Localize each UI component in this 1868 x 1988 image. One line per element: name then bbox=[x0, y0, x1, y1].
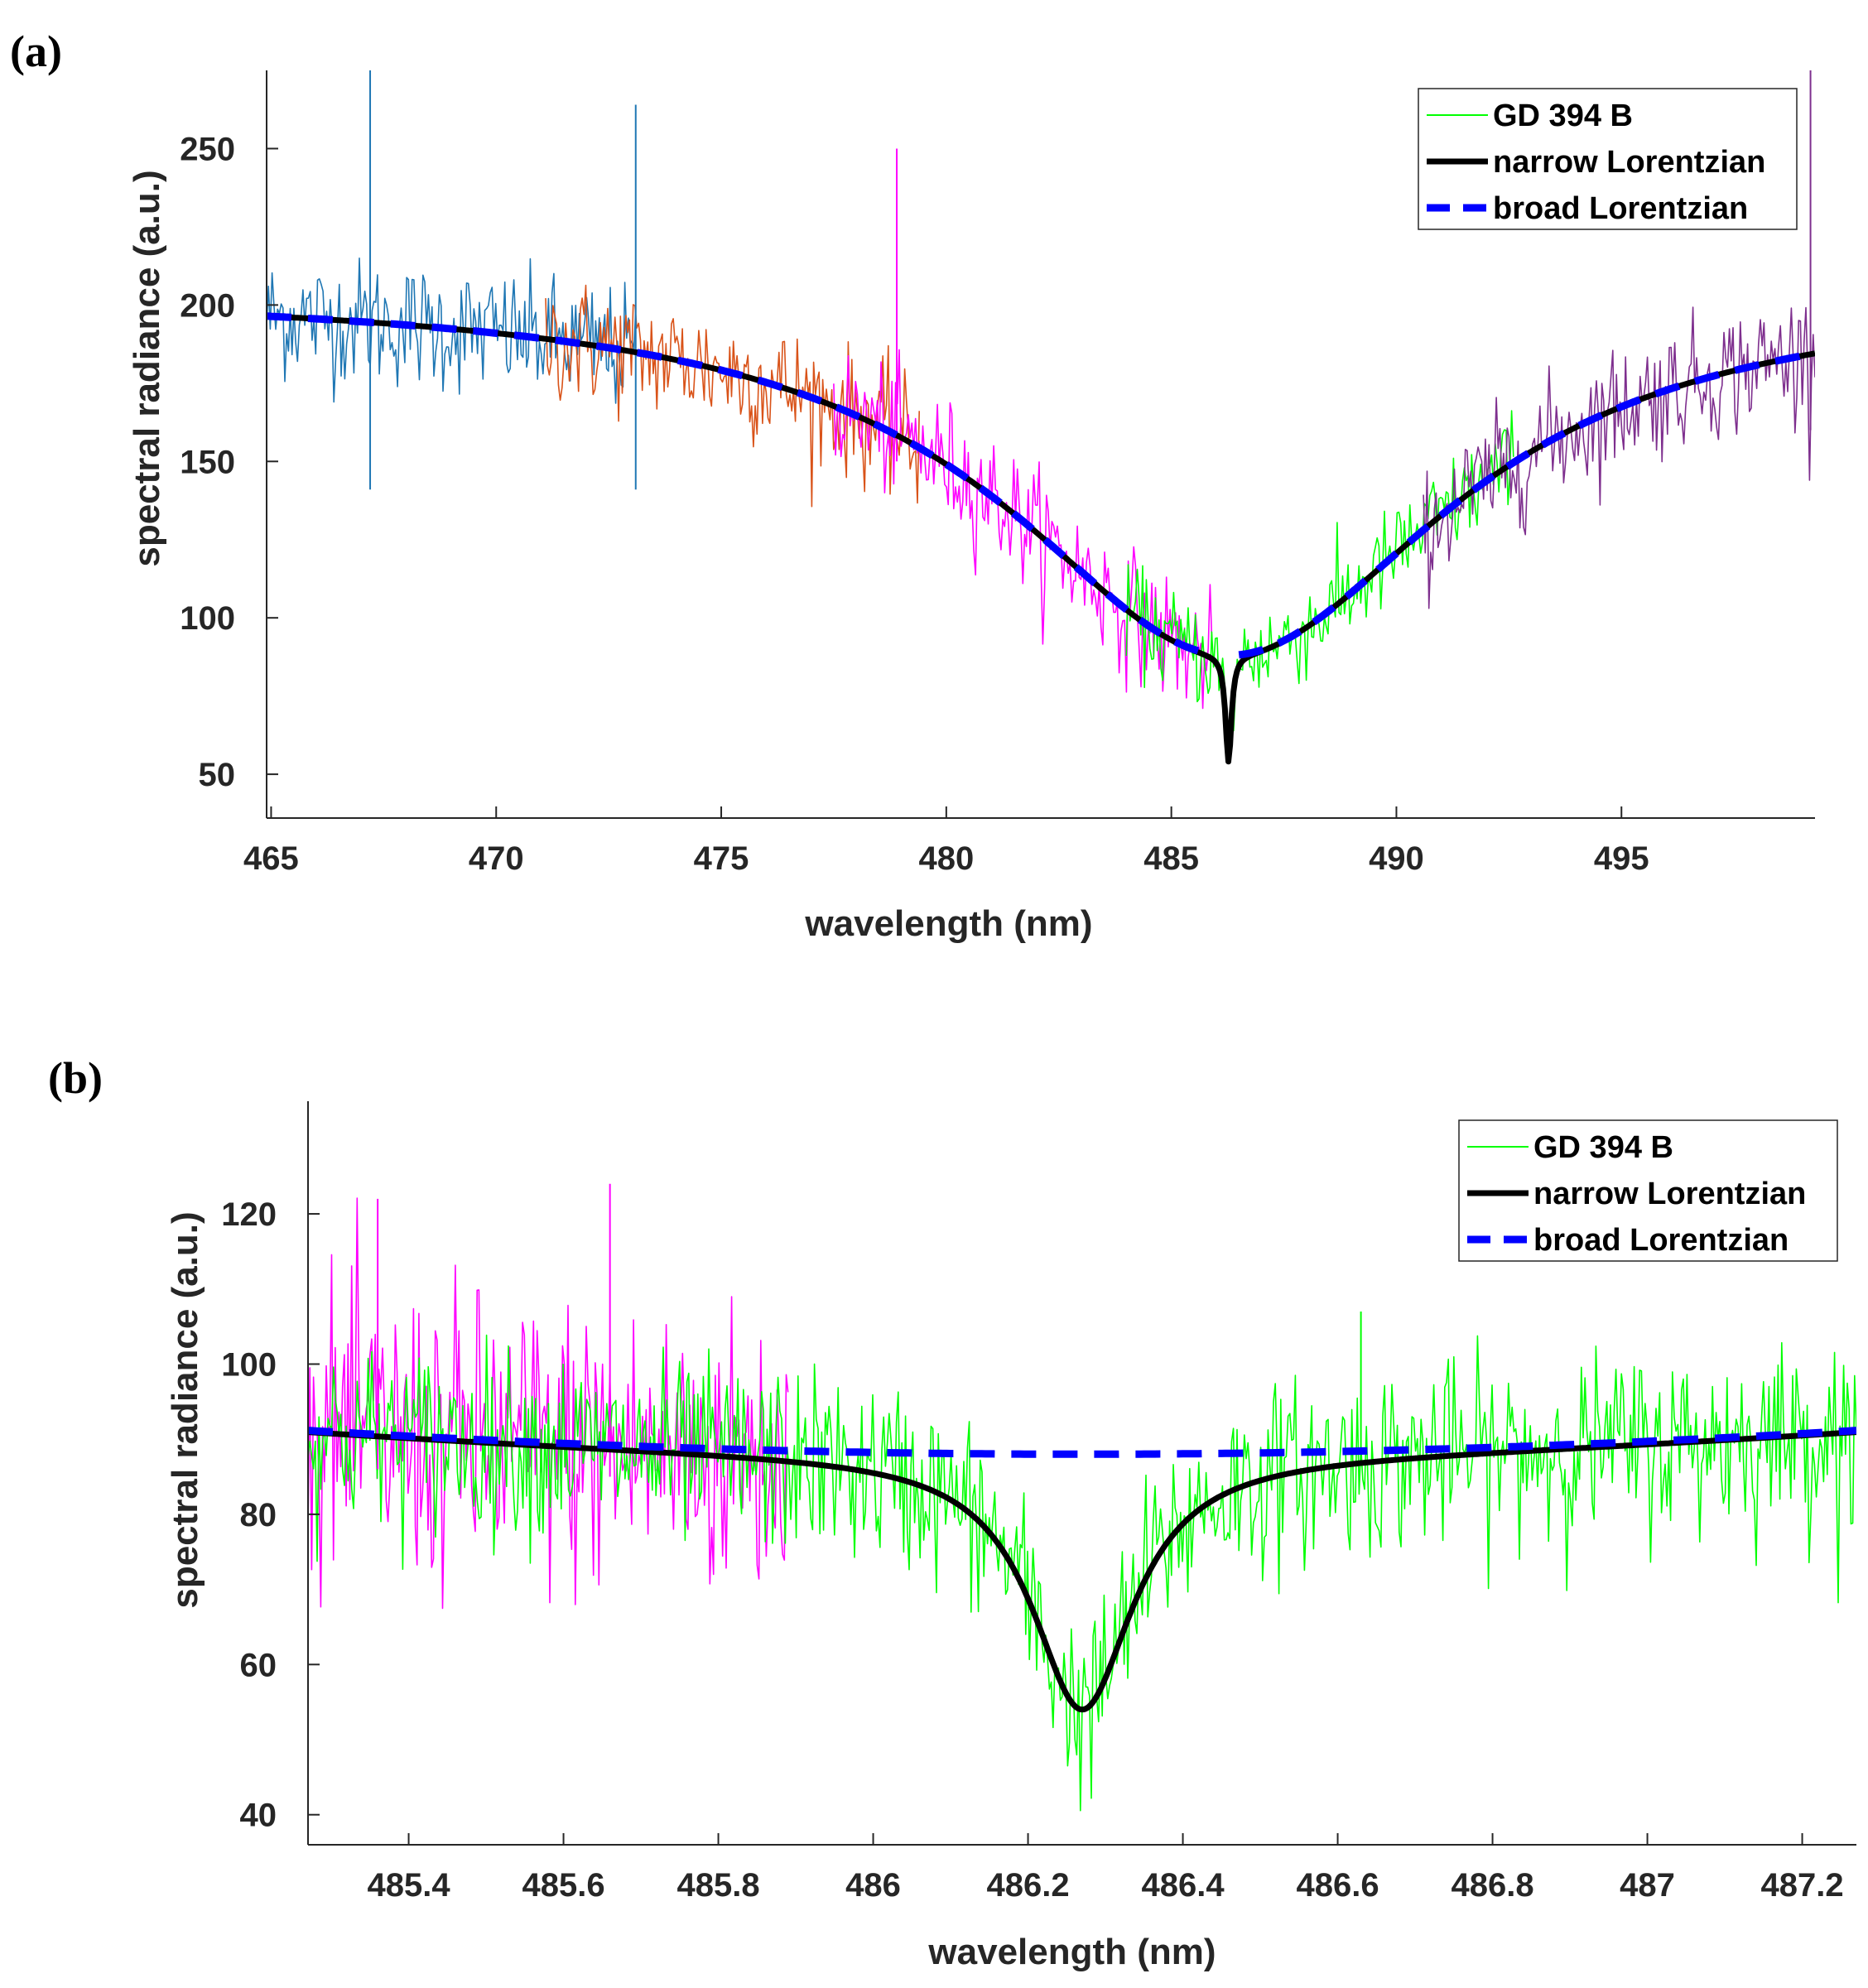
panel-0-noise-segment-1 bbox=[545, 284, 920, 508]
panel-0-y-tick-label-2: 150 bbox=[180, 444, 235, 480]
panel-0-x-tick-label-1: 470 bbox=[469, 840, 524, 877]
panel-1-broad-lorentzian-line bbox=[308, 1427, 1856, 1458]
panel-a-legend-label-broad: broad Lorentzian bbox=[1493, 191, 1748, 226]
panel-1-y-tick-label-1: 60 bbox=[240, 1647, 277, 1683]
panel-1-noise-segment-1 bbox=[308, 1334, 1856, 1812]
panel-b-legend-label-gd394b: GD 394 B bbox=[1533, 1130, 1673, 1165]
panel-0-clipped-data bbox=[267, 70, 1815, 765]
panel-1-y-tick-label-3: 100 bbox=[221, 1346, 277, 1383]
panel-1-y-tick-label-4: 120 bbox=[221, 1196, 277, 1233]
panel-0-x-tick-label-2: 475 bbox=[694, 840, 749, 877]
panel-b-legend: GD 394 B narrow Lorentzian broad Lorentz… bbox=[1458, 1119, 1838, 1262]
panel-b-axes: 485.4 485.6 485.8 486 486.2 486.4 486.6 486.8 48… bbox=[221, 1101, 1856, 1904]
panel-0-broad-lorentzian-line-right bbox=[1238, 349, 1815, 659]
panel-0-x-tick-label-0: 465 bbox=[243, 840, 299, 877]
panel-0-x-tick-label-4: 485 bbox=[1143, 840, 1199, 877]
panel-1-x-tick-label-4: 486.2 bbox=[986, 1867, 1069, 1904]
panel-0-y-tick-label-1: 100 bbox=[180, 600, 235, 637]
panel-1-x-tick-label-3: 486 bbox=[845, 1867, 901, 1904]
panel-a-y-axis-title: spectral radiance (a.u.) bbox=[127, 170, 167, 566]
panel-a-axes: 465 470 475 480 485 490 495 50 100 150 200 250 bbox=[180, 70, 1815, 877]
panel-0-y-tick-label-4: 250 bbox=[180, 131, 235, 167]
panel-a-label: (a) bbox=[10, 26, 62, 76]
panel-a-legend-label-narrow: narrow Lorentzian bbox=[1493, 145, 1765, 180]
panel-a-legend-label-gd394b: GD 394 B bbox=[1493, 99, 1633, 133]
panel-1-x-tick-label-7: 486.8 bbox=[1451, 1867, 1533, 1904]
panel-0-x-tick-label-3: 480 bbox=[918, 840, 974, 877]
panel-0-noise-segment-4 bbox=[1423, 306, 1815, 609]
panel-1-x-tick-label-2: 485.8 bbox=[676, 1867, 759, 1904]
panel-1-y-tick-label-0: 40 bbox=[240, 1798, 277, 1834]
panel-1-x-tick-label-5: 486.4 bbox=[1141, 1867, 1225, 1904]
panel-0-y-tick-label-0: 50 bbox=[199, 757, 236, 793]
panel-a-plot-area bbox=[267, 70, 1815, 765]
panel-a-x-axis-title: wavelength (nm) bbox=[804, 903, 1092, 944]
panel-0-broad-lorentzian-line-left bbox=[267, 312, 1213, 658]
panel-b-plot-area bbox=[308, 1183, 1856, 1812]
panel-1-x-tick-label-1: 485.6 bbox=[522, 1867, 604, 1904]
panel-0-y-tick-label-3: 200 bbox=[180, 287, 235, 324]
panel-1-x-tick-label-8: 487 bbox=[1620, 1867, 1675, 1904]
panel-b-y-axis-title: spectral radiance (a.u.) bbox=[165, 1211, 205, 1608]
panel-a-legend: GD 394 B narrow Lorentzian broad Lorentz… bbox=[1418, 88, 1798, 230]
panel-a: (a) 465 470 475 480 485 490 49550100150200250 … bbox=[10, 26, 1815, 944]
panel-1-x-tick-label-0: 485.4 bbox=[367, 1867, 450, 1904]
panel-b-legend-label-broad: broad Lorentzian bbox=[1533, 1223, 1789, 1258]
panel-0-x-tick-label-6: 495 bbox=[1594, 840, 1649, 877]
panel-1-y-tick-label-2: 80 bbox=[240, 1497, 277, 1533]
panel-b-x-axis-title: wavelength (nm) bbox=[927, 1932, 1216, 1972]
panel-0-x-tick-label-5: 490 bbox=[1369, 840, 1424, 877]
panel-b: (b) 485.4 485.6 485.8 486 486.2 486.4 486.6 486… bbox=[48, 1053, 1856, 1972]
panel-1-x-tick-label-9: 487.2 bbox=[1760, 1867, 1843, 1904]
panel-b-label: (b) bbox=[48, 1053, 103, 1103]
panel-1-clipped-data bbox=[308, 1183, 1856, 1812]
panel-b-legend-label-narrow: narrow Lorentzian bbox=[1533, 1177, 1806, 1211]
panel-1-x-tick-label-6: 486.6 bbox=[1296, 1867, 1379, 1904]
